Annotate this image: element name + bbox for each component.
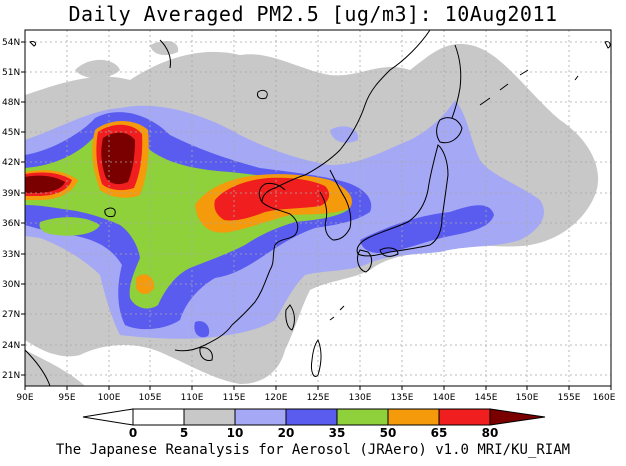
map-title: Daily Averaged PM2.5 [ug/m3]: 10Aug2011 <box>68 2 558 26</box>
lat-label: 45N <box>2 128 20 138</box>
colorbar-label: 5 <box>180 426 188 440</box>
colorbar-label: 0 <box>129 426 137 440</box>
footer-credit: The Japanese Reanalysis for Aerosol (JRA… <box>55 442 571 458</box>
lon-label: 100E <box>98 393 121 403</box>
lon-label: 150E <box>516 393 539 403</box>
longitude-labels: 90E 95E 100E 105E 110E 115E 120E 125E 13… <box>16 393 615 403</box>
colorbar-label: 50 <box>380 426 397 440</box>
colorbar-label: 35 <box>329 426 346 440</box>
coastlines <box>25 30 579 386</box>
lat-label: 39N <box>2 189 20 199</box>
colorbar-segment <box>183 408 236 426</box>
colorbar-max-arrow <box>489 408 546 426</box>
lakes <box>29 41 611 218</box>
colorbar <box>82 408 546 426</box>
colorbar-segment <box>285 408 338 426</box>
colorbar-segment <box>438 408 491 426</box>
lon-label: 90E <box>16 393 33 403</box>
lon-label: 145E <box>475 393 498 403</box>
concentration-field <box>25 40 599 386</box>
colorbar-segment <box>234 408 287 426</box>
lon-label: 110E <box>181 393 204 403</box>
lat-label: 24N <box>2 341 20 351</box>
lon-label: 105E <box>139 393 162 403</box>
lon-label: 120E <box>265 393 288 403</box>
lat-label: 51N <box>2 68 20 78</box>
pm25-map: 54N 51N 48N 45N 42N 39N 36N 33N 30N 27N … <box>2 29 616 440</box>
level-over-80 <box>25 132 135 193</box>
lon-label: 135E <box>391 393 414 403</box>
lon-label: 115E <box>223 393 246 403</box>
lon-label: 130E <box>349 393 372 403</box>
lat-label: 42N <box>2 158 20 168</box>
colorbar-label: 10 <box>227 426 244 440</box>
latitude-labels: 54N 51N 48N 45N 42N 39N 36N 33N 30N 27N … <box>2 38 20 381</box>
lon-label: 155E <box>558 393 581 403</box>
axis-ticks <box>21 41 612 390</box>
colorbar-label: 20 <box>278 426 295 440</box>
colorbar-label: 80 <box>482 426 499 440</box>
lon-label: 160E <box>593 393 616 403</box>
colorbar-labels: 0 5 10 20 35 50 65 80 <box>129 426 499 440</box>
lat-label: 30N <box>2 280 20 290</box>
lat-label: 33N <box>2 250 20 260</box>
colorbar-label: 65 <box>431 426 448 440</box>
lat-label: 21N <box>2 371 20 381</box>
colorbar-segment <box>336 408 389 426</box>
lon-label: 140E <box>433 393 456 403</box>
colorbar-segment <box>387 408 440 426</box>
lon-label: 95E <box>58 393 75 403</box>
colorbar-min-arrow <box>82 408 134 426</box>
lon-label: 125E <box>307 393 330 403</box>
lat-label: 54N <box>2 38 20 48</box>
lat-label: 36N <box>2 219 20 229</box>
colorbar-segment <box>132 408 185 426</box>
lat-lon-gridlines <box>25 30 611 386</box>
lat-label: 48N <box>2 98 20 108</box>
lat-label: 27N <box>2 310 20 320</box>
